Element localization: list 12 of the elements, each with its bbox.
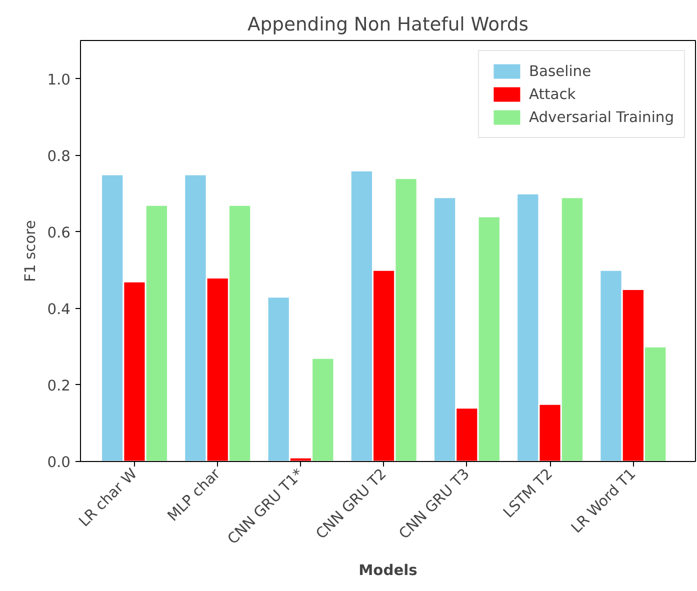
y-tick-label: 0.6 — [47, 224, 71, 242]
y-tick-label: 0.4 — [47, 300, 71, 318]
chart-title: Appending Non Hateful Words — [248, 14, 528, 36]
y-tick-label: 1.0 — [47, 71, 71, 88]
x-axis-title: Models — [358, 562, 418, 579]
legend-label: Baseline — [528, 62, 592, 80]
y-tick-label: 0.8 — [47, 148, 71, 165]
y-axis-title: F1 score — [22, 220, 40, 282]
y-tick-label: 0.0 — [47, 454, 71, 471]
y-tick-label: 0.2 — [47, 377, 71, 394]
legend-label: Attack — [528, 86, 576, 102]
legend-label: Adversarial Training — [528, 108, 674, 126]
